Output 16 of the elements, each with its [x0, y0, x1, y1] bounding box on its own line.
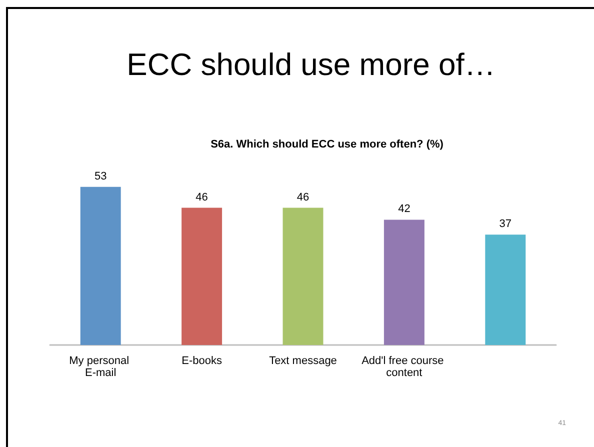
bar	[384, 220, 424, 345]
x-tick-label: E-books	[182, 355, 222, 367]
x-tick-label: My personal E-mail	[69, 355, 132, 379]
chart-subtitle: S6a. Which should ECC use more often? (%)	[210, 138, 444, 150]
x-tick-label: Add'l free course content	[362, 355, 447, 379]
data-label: 46	[296, 191, 310, 204]
bar	[80, 186, 121, 345]
data-label: 42	[398, 203, 410, 216]
data-label: 46	[196, 191, 208, 204]
x-tick-label: Text message	[269, 355, 337, 367]
bar	[485, 234, 526, 345]
data-label: 37	[499, 218, 512, 230]
bar	[282, 208, 324, 345]
data-label: 53	[94, 170, 107, 182]
bar	[182, 208, 222, 345]
chart-title: ECC should use more of…	[126, 47, 496, 82]
